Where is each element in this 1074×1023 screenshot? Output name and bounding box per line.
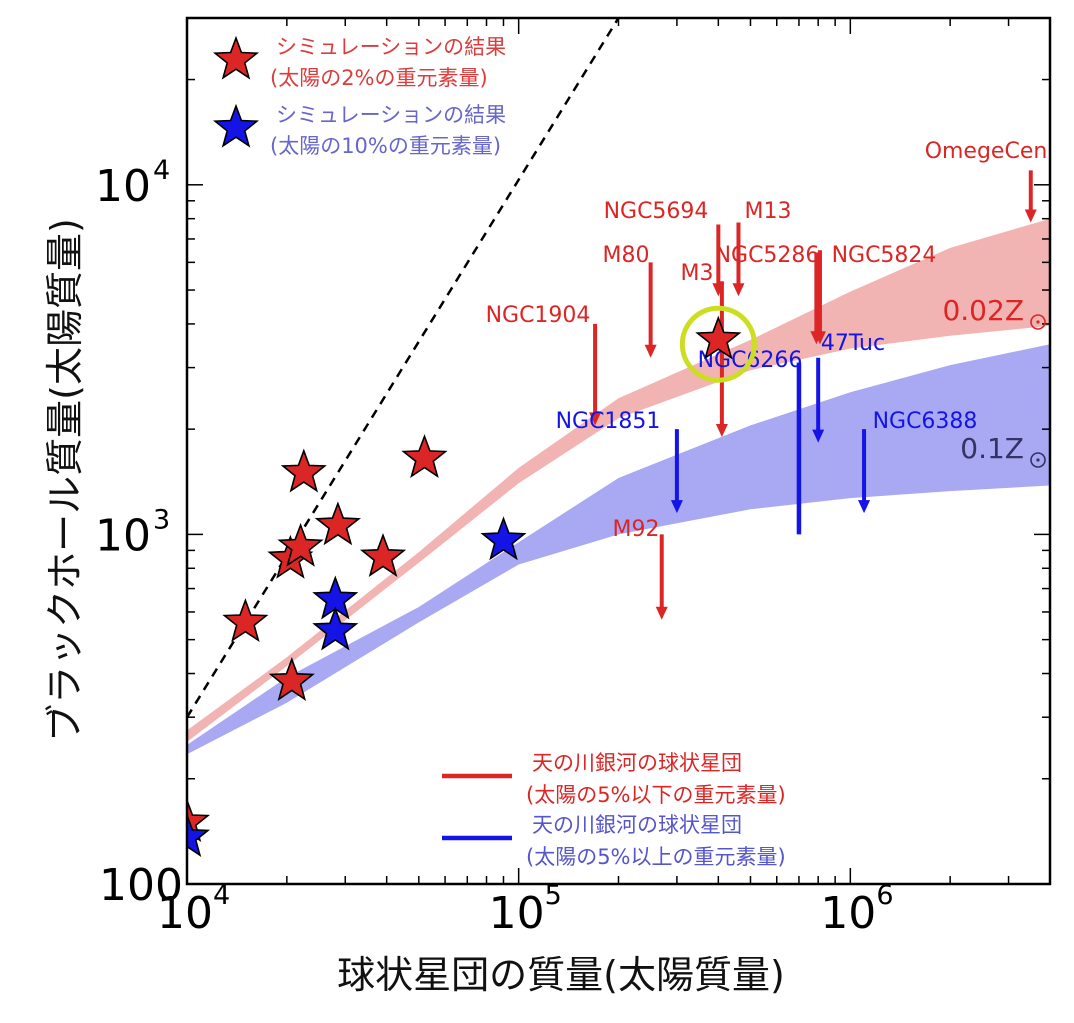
star-0-8 bbox=[401, 434, 448, 479]
legend-b-line2-1: (太陽の5%以上の重元素量) bbox=[526, 845, 786, 869]
limit-NGC1904-head bbox=[589, 412, 602, 426]
limit-M80 bbox=[644, 262, 657, 358]
highlight-circle bbox=[679, 305, 757, 383]
star-0-7 bbox=[359, 533, 407, 577]
x-axis-title: 球状星団の質量(太陽質量) bbox=[337, 953, 785, 997]
y-tick-exponent: 3 bbox=[153, 504, 170, 535]
solar-dot-1 bbox=[1036, 458, 1040, 462]
limit-M92 bbox=[655, 534, 668, 620]
limit-NGC6388 bbox=[858, 429, 871, 514]
limit-M3 bbox=[715, 281, 728, 437]
y-tick-label: 10 bbox=[95, 510, 151, 561]
label-NGC1851: NGC1851 bbox=[556, 409, 661, 434]
band-label-0: 0.02Z bbox=[942, 294, 1024, 327]
label-47Tuc: 47Tuc bbox=[821, 331, 885, 356]
label-M13: M13 bbox=[745, 199, 792, 224]
y-tick-label: 10 bbox=[95, 161, 151, 212]
star-0-5 bbox=[280, 448, 327, 493]
label-NGC5694: NGC5694 bbox=[604, 199, 709, 224]
legend-b-line1-0: 天の川銀河の球状星団 bbox=[532, 751, 742, 775]
star-0-6 bbox=[314, 501, 361, 546]
solar-symbol-0 bbox=[1030, 314, 1046, 330]
limit-M3-head bbox=[715, 423, 728, 437]
limit-NGC1851-head bbox=[670, 500, 683, 514]
x-tick-exponent: 4 bbox=[213, 880, 230, 911]
y-axis-title: ブラックホール質量(太陽質量) bbox=[43, 218, 87, 742]
limit-M92-head bbox=[655, 606, 668, 620]
legend-line2-1: (太陽の10%の重元素量) bbox=[270, 134, 501, 158]
limit-NGC1851 bbox=[670, 429, 683, 514]
limit-NGC6388-head bbox=[858, 500, 871, 514]
solar-dot-0 bbox=[1036, 320, 1040, 324]
upper-limit-arrows bbox=[589, 170, 1037, 620]
legend-star-0 bbox=[212, 35, 260, 80]
reference-line bbox=[187, 18, 620, 718]
legend-line2-0: (太陽の2%の重元素量) bbox=[270, 66, 488, 90]
star-0-9 bbox=[695, 315, 742, 360]
highlight-ring bbox=[679, 305, 757, 383]
x-tick-label: 10 bbox=[820, 888, 876, 939]
limit-NGC5824 bbox=[813, 250, 826, 345]
legend-simulation: シミュレーションの結果 (太陽の2%の重元素量) シミュレーションの結果 (太陽の10… bbox=[212, 35, 506, 158]
label-M92: M92 bbox=[613, 517, 660, 542]
legend-b-line1-1: 天の川銀河の球状星団 bbox=[532, 813, 742, 837]
label-NGC6388: NGC6388 bbox=[873, 409, 978, 434]
x-tick-exponent: 5 bbox=[545, 880, 562, 911]
label-NGC5286: NGC5286 bbox=[715, 243, 820, 268]
x-tick-exponent: 6 bbox=[876, 880, 893, 911]
star-1-2 bbox=[312, 606, 359, 651]
limit-M80-head bbox=[644, 344, 657, 358]
limit-NGC1904 bbox=[589, 323, 602, 426]
band-label-1: 0.1Z bbox=[960, 432, 1024, 465]
band-labels: 0.02Z 0.1Z bbox=[942, 294, 1046, 468]
star-0-3 bbox=[277, 522, 324, 567]
band-0 bbox=[187, 218, 1050, 742]
label-M3: M3 bbox=[681, 261, 714, 286]
y-tick-label: 100 bbox=[99, 860, 183, 911]
legend-b-line2-0: (太陽の5%以下の重元素量) bbox=[526, 783, 786, 807]
legend-globular-clusters: 天の川銀河の球状星団 (太陽の5%以下の重元素量) 天の川銀河の球状星団 (太陽の5%… bbox=[442, 751, 786, 869]
label-NGC5824: NGC5824 bbox=[832, 243, 937, 268]
x-tick-label: 10 bbox=[489, 888, 545, 939]
label-M80: M80 bbox=[603, 243, 650, 268]
y-tick-exponent: 4 bbox=[153, 155, 170, 186]
limit-47Tuc-head bbox=[812, 429, 825, 443]
simulation-points bbox=[187, 315, 742, 857]
limit-M13-head bbox=[732, 283, 745, 297]
star-0-4 bbox=[268, 657, 315, 701]
x-tick-label: 10 bbox=[157, 888, 213, 939]
star-1-3 bbox=[480, 516, 527, 561]
star-0-1 bbox=[222, 598, 269, 643]
label-NGC1904: NGC1904 bbox=[486, 303, 591, 328]
metallicity-bands bbox=[187, 218, 1050, 755]
band-1 bbox=[187, 344, 1050, 755]
limit-OmegeCen bbox=[1024, 170, 1037, 223]
star-1-0 bbox=[187, 813, 211, 857]
legend-line1-0: シミュレーションの結果 bbox=[276, 35, 506, 59]
label-OmegeCen: OmegeCen bbox=[925, 139, 1048, 164]
limit-M13 bbox=[732, 222, 745, 297]
legend-star-1 bbox=[212, 103, 260, 148]
limit-47Tuc bbox=[812, 357, 825, 443]
limit-OmegeCen-head bbox=[1024, 209, 1037, 223]
legend-line1-1: シミュレーションの結果 bbox=[276, 103, 506, 127]
solar-symbol-1 bbox=[1030, 452, 1046, 468]
limit-NGC5824-head bbox=[813, 331, 826, 345]
dashed-line bbox=[187, 18, 620, 718]
